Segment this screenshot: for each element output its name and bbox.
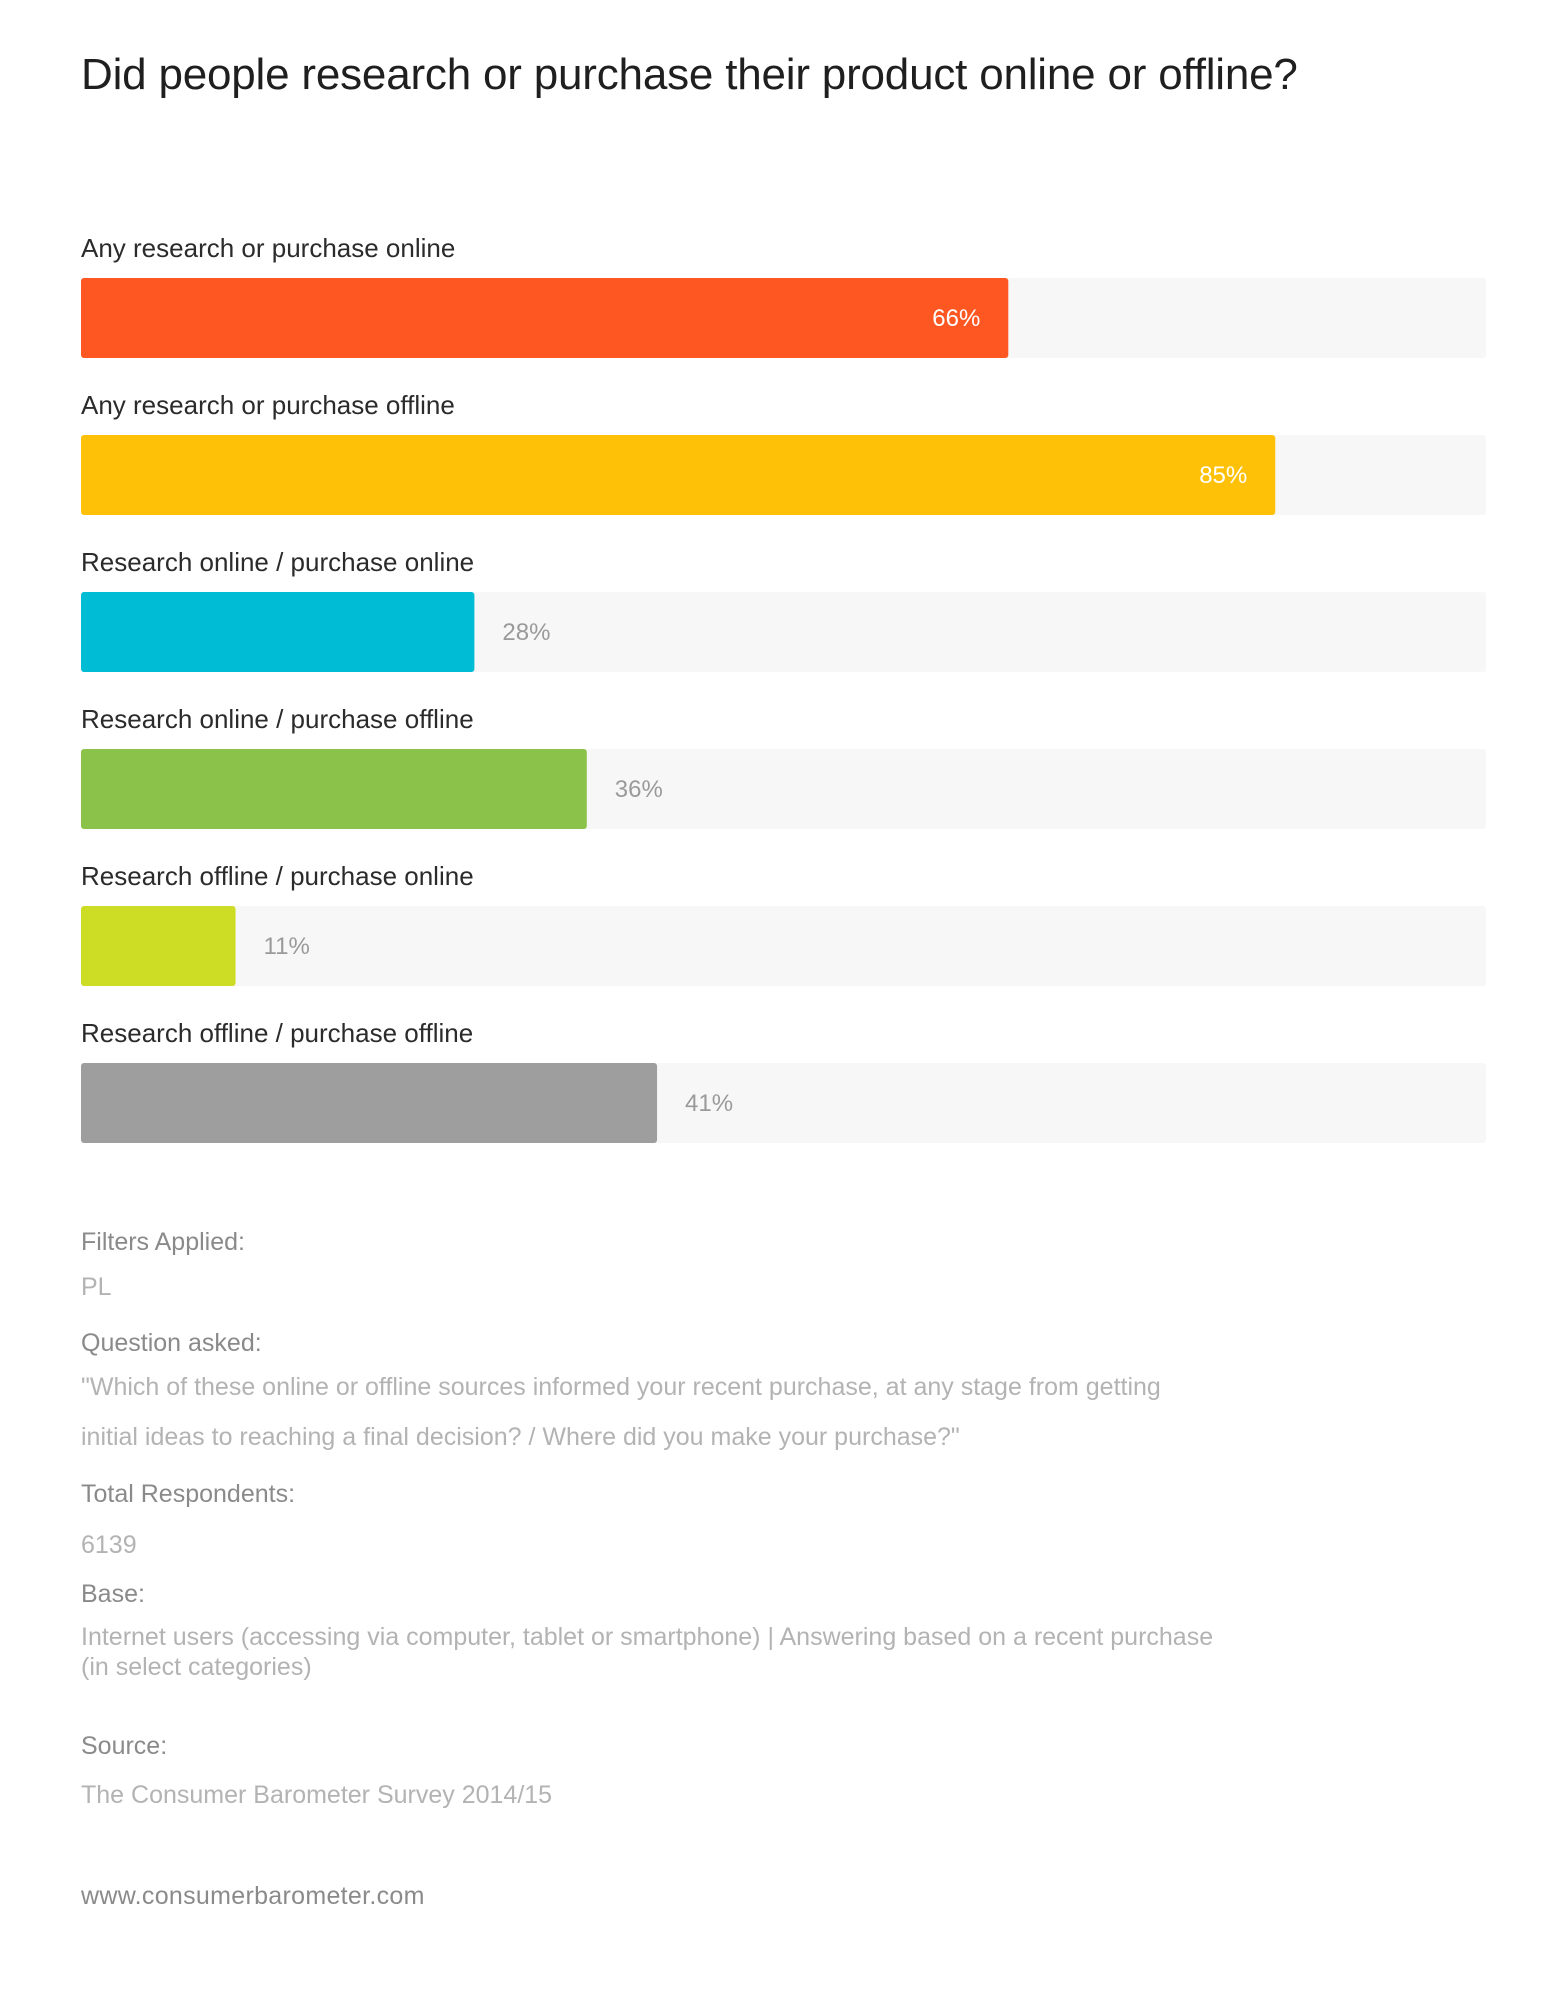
base-line-2: (in select categories) xyxy=(81,1653,312,1681)
question-line-2: initial ideas to reaching a final decisi… xyxy=(81,1423,960,1451)
bar[interactable] xyxy=(81,435,1276,515)
bar[interactable] xyxy=(81,906,236,986)
filters-label: Filters Applied: xyxy=(81,1228,245,1256)
respondents-value: 6139 xyxy=(81,1531,137,1559)
value-label: 41% xyxy=(685,1090,733,1117)
bar-track xyxy=(81,906,1486,986)
filters-value: PL xyxy=(81,1273,112,1301)
category-label: Any research or purchase online xyxy=(81,233,455,263)
bar[interactable] xyxy=(81,592,475,672)
category-label: Research online / purchase online xyxy=(81,547,474,577)
bar[interactable] xyxy=(81,749,587,829)
category-label: Research offline / purchase offline xyxy=(81,1018,473,1048)
respondents-label: Total Respondents: xyxy=(81,1480,296,1508)
source-label: Source: xyxy=(81,1732,168,1760)
bar[interactable] xyxy=(81,1063,658,1143)
value-label: 85% xyxy=(1199,462,1247,489)
value-label: 66% xyxy=(932,305,980,332)
category-label: Research offline / purchase online xyxy=(81,861,474,891)
chart-title: Did people research or purchase their pr… xyxy=(81,50,1298,99)
value-label: 28% xyxy=(502,619,550,646)
value-label: 36% xyxy=(615,776,663,803)
category-label: Research online / purchase offline xyxy=(81,704,474,734)
question-line-1: "Which of these online or offline source… xyxy=(81,1373,1161,1401)
bar-chart: Any research or purchase online 66% Any re… xyxy=(81,233,1486,1143)
question-label: Question asked: xyxy=(81,1329,262,1357)
base-line-1: Internet users (accessing via computer, … xyxy=(81,1623,1214,1651)
value-label: 11% xyxy=(264,933,310,960)
source-value: The Consumer Barometer Survey 2014/15 xyxy=(81,1781,553,1809)
bar[interactable] xyxy=(81,278,1009,358)
base-label: Base: xyxy=(81,1580,145,1608)
category-label: Any research or purchase offline xyxy=(81,390,455,420)
footer-url[interactable]: www.consumerbarometer.com xyxy=(81,1882,425,1910)
